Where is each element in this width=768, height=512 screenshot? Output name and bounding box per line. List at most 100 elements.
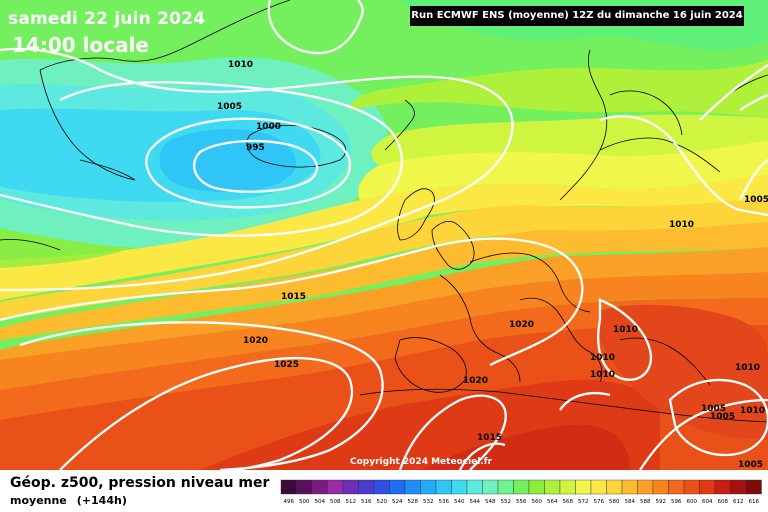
legend-label: 508 [330, 499, 341, 505]
legend-swatch [590, 479, 607, 495]
isobar-label: 1020 [463, 376, 488, 386]
legend-label: 584 [625, 499, 636, 505]
isobars [0, 0, 768, 470]
isobar-label: 1010 [590, 353, 615, 363]
field-lead: (+144h) [76, 494, 127, 507]
band-588 [0, 272, 768, 390]
legend-label: 536 [439, 499, 450, 505]
legend-swatch [358, 479, 375, 495]
legend-label: 572 [578, 499, 589, 505]
legend-label: 568 [563, 499, 574, 505]
legend-swatch [482, 479, 499, 495]
isobar-label: 1000 [256, 122, 281, 132]
band-576 [0, 198, 768, 320]
legend-swatch [559, 479, 576, 495]
band-536 [159, 128, 297, 192]
legend-label: 588 [640, 499, 651, 505]
legend-swatch [451, 479, 468, 495]
legend-swatch [714, 479, 731, 495]
copyright: Copyright 2024 Meteociel.fr [350, 457, 493, 467]
legend-swatch [327, 479, 344, 495]
band-560 [350, 60, 768, 118]
legend-swatch [528, 479, 545, 495]
legend-swatch [699, 479, 716, 495]
isobar-label: 1020 [509, 320, 534, 330]
legend-swatch [296, 479, 313, 495]
isobar-label: 1020 [243, 336, 268, 346]
legend-swatch [652, 479, 669, 495]
isobar-labels: 1010 1005 1000 995 1005 1010 1015 1020 1… [217, 60, 768, 470]
isobar-label: 1010 [228, 60, 253, 70]
legend-swatch [420, 479, 437, 495]
isobar-label: 1005 [710, 412, 735, 422]
band-580 [0, 222, 768, 340]
legend-swatch [621, 479, 638, 495]
geopotential-field: 1010 1005 1000 995 1005 1010 1015 1020 1… [0, 0, 768, 470]
legend-label: 556 [516, 499, 527, 505]
legend-swatch [730, 479, 747, 495]
legend-swatch [435, 479, 452, 495]
forecast-time: 14:00 locale [12, 33, 149, 57]
forecast-map: 1010 1005 1000 995 1005 1010 1015 1020 1… [0, 0, 768, 470]
legend-swatch [497, 479, 514, 495]
legend-swatch [389, 479, 406, 495]
legend-label: 616 [749, 499, 760, 505]
band-584 [0, 247, 768, 360]
legend-swatch [683, 479, 700, 495]
legend-label: 516 [361, 499, 372, 505]
legend-label: 576 [594, 499, 605, 505]
legend-swatch [668, 479, 685, 495]
isobar-label: 995 [246, 143, 265, 153]
legend-swatch [311, 479, 328, 495]
run-info: Run ECMWF ENS (moyenne) 12Z du dimanche … [410, 6, 744, 26]
legend-swatch [637, 479, 654, 495]
legend-label: 520 [377, 499, 388, 505]
footer: Géop. z500, pression niveau mer moyenne (… [0, 470, 768, 512]
isobar-label: 1010 [613, 325, 638, 335]
isobar-label: 1010 [735, 363, 760, 373]
legend-label: 544 [470, 499, 481, 505]
band-564 [371, 114, 768, 165]
legend-swatch [544, 479, 561, 495]
legend-label: 564 [547, 499, 558, 505]
legend-swatch [575, 479, 592, 495]
legend-label: 600 [687, 499, 698, 505]
isobar-label: 1025 [274, 360, 299, 370]
legend-swatch [466, 479, 483, 495]
legend-label: 592 [656, 499, 667, 505]
legend-swatch [404, 479, 421, 495]
band-west [0, 230, 130, 268]
forecast-date: samedi 22 juin 2024 [8, 9, 206, 29]
legend-swatch [280, 479, 297, 495]
isobar-label: 1005 [744, 195, 768, 205]
legend-swatch [513, 479, 530, 495]
field-subtitle: moyenne (+144h) [10, 494, 127, 507]
isobar-label: 1015 [281, 292, 306, 302]
legend-label: 608 [718, 499, 729, 505]
isobar-label: 1005 [738, 460, 763, 470]
legend-swatch [745, 479, 762, 495]
legend-label: 496 [284, 499, 295, 505]
legend-swatch [606, 479, 623, 495]
legend-swatch [373, 479, 390, 495]
legend-label: 552 [501, 499, 512, 505]
legend-swatch [342, 479, 359, 495]
legend-label: 604 [702, 499, 713, 505]
legend-label: 532 [423, 499, 434, 505]
legend-label: 540 [454, 499, 465, 505]
isobar-label: 1015 [477, 433, 502, 443]
legend-label: 612 [733, 499, 744, 505]
legend-label: 580 [609, 499, 620, 505]
legend-label: 524 [392, 499, 403, 505]
legend-label: 560 [532, 499, 543, 505]
field-title: Géop. z500, pression niveau mer [10, 475, 270, 491]
band-602 [420, 424, 630, 470]
legend-label: 512 [346, 499, 357, 505]
field-stat: moyenne [10, 494, 67, 507]
isobar-label: 1005 [701, 404, 726, 414]
legend-label: 548 [485, 499, 496, 505]
color-legend: 496 500 504 508 512 516 520 524 528 532 536 540 544 5… [280, 479, 762, 505]
isobar-label: 1010 [669, 220, 694, 230]
band-572 [0, 175, 768, 300]
legend-label: 500 [299, 499, 310, 505]
